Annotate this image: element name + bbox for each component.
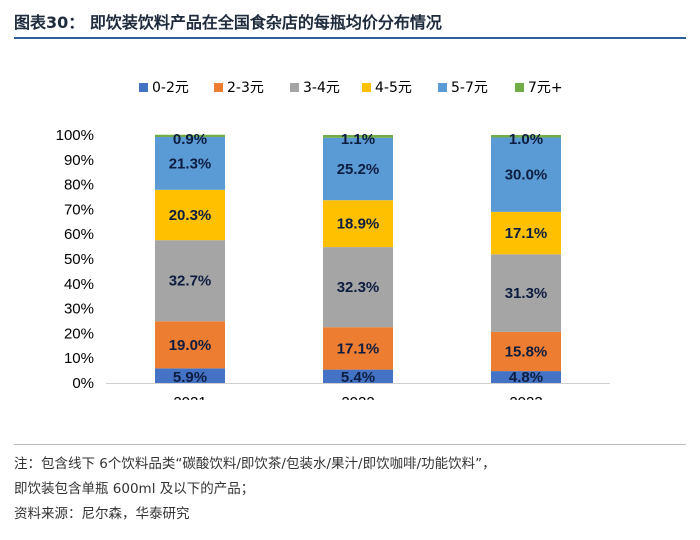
- title-divider: [14, 37, 686, 39]
- y-tick-label-7: 70%: [64, 201, 94, 218]
- bar-2023-5: [491, 135, 561, 138]
- bar-2023-4: [491, 137, 561, 212]
- stacked-bar-chart: 0-2元 2-3元 3-4元 4-5元 5-7元 7元+ 0% 10% 20% 30% 40% 50…: [56, 80, 610, 400]
- y-axis: 0% 10% 20% 30% 40% 50% 60% 70% 80% 90% 100%: [56, 127, 94, 392]
- bar-2021-5: [155, 134, 225, 137]
- data-label-2023-4: 30.0%: [505, 167, 548, 184]
- note-line-1: 注：包含线下 6个饮料品类“碳酸饮料/即饮茶/包装水/果汁/即饮咖啡/功能饮料”…: [14, 456, 496, 472]
- chart-title: 图表30： 即饮装饮料产品在全国食杂店的每瓶均价分布情况: [14, 13, 442, 32]
- y-tick-label-4: 40%: [64, 276, 94, 293]
- y-tick-label-2: 20%: [64, 325, 94, 342]
- y-tick-label-8: 80%: [64, 177, 94, 194]
- x-tick-label-1: 2022: [341, 394, 374, 400]
- data-label-2021-2: 32.7%: [169, 273, 212, 290]
- data-label-2023-1: 15.8%: [505, 344, 548, 361]
- bar-2023-1: [491, 331, 561, 372]
- bar-2023-0: [491, 371, 561, 383]
- bar-2021-3: [155, 189, 225, 241]
- y-tick-label-1: 10%: [64, 350, 94, 367]
- legend-label-3: 4-5元: [375, 80, 412, 96]
- data-label-2022-0: 5.4%: [341, 369, 375, 386]
- y-tick-label-3: 30%: [64, 301, 94, 318]
- data-label-2022-5: 1.1%: [341, 131, 375, 148]
- bar-2022-0: [323, 369, 393, 383]
- y-tick-label-5: 50%: [64, 251, 94, 268]
- data-label-2023-5: 1.0%: [509, 131, 543, 148]
- legend-swatch-3: [362, 83, 371, 92]
- bar-2021-0: [155, 368, 225, 383]
- data-label-2023-2: 31.3%: [505, 285, 548, 302]
- legend: 0-2元 2-3元 3-4元 4-5元 5-7元 7元+: [139, 80, 563, 96]
- y-tick-label-6: 60%: [64, 226, 94, 243]
- x-tick-label-0: 2021: [173, 394, 206, 400]
- source-line: 资料来源：尼尔森，华泰研究: [14, 506, 190, 522]
- data-label-2021-0: 5.9%: [173, 369, 207, 386]
- data-label-2021-5: 0.9%: [173, 131, 207, 148]
- legend-label-1: 2-3元: [227, 80, 264, 96]
- bar-2022-3: [323, 200, 393, 248]
- data-label-2022-4: 25.2%: [337, 161, 380, 178]
- legend-swatch-0: [139, 83, 148, 92]
- y-tick-label-10: 100%: [56, 127, 94, 144]
- y-tick-label-0: 0%: [72, 375, 94, 392]
- bar-2022-5: [323, 135, 393, 138]
- bar-2023-2: [491, 254, 561, 332]
- legend-swatch-5: [515, 83, 524, 92]
- data-label-2021-1: 19.0%: [169, 337, 212, 354]
- legend-swatch-4: [438, 83, 447, 92]
- legend-label-5: 7元+: [528, 80, 563, 96]
- data-label-2023-3: 17.1%: [505, 225, 548, 242]
- x-tick-label-2: 2023: [509, 394, 542, 400]
- note-line-2: 即饮装包含单瓶 600ml 及以下的产品；: [14, 481, 255, 497]
- bar-2023-3: [491, 211, 561, 255]
- data-label-2021-4: 21.3%: [169, 155, 212, 172]
- legend-label-2: 3-4元: [303, 80, 340, 96]
- notes-divider: [14, 444, 686, 445]
- bar-2021-2: [155, 240, 225, 322]
- x-axis: 2021 2022 2023: [106, 383, 610, 400]
- footnotes: 注：包含线下 6个饮料品类“碳酸饮料/即饮茶/包装水/果汁/即饮咖啡/功能饮料”…: [14, 452, 694, 527]
- data-label-2022-2: 32.3%: [337, 279, 380, 296]
- bar-2022-1: [323, 327, 393, 370]
- bar-2021-1: [155, 321, 225, 369]
- y-tick-label-9: 90%: [64, 152, 94, 169]
- bar-2022-4: [323, 137, 393, 201]
- bars: 5.9% 19.0% 32.7% 20.3% 21.3% 0.9% 5.4% 17.1% 32.…: [155, 131, 561, 386]
- bar-2022-2: [323, 247, 393, 328]
- legend-label-4: 5-7元: [451, 80, 488, 96]
- data-label-2023-0: 4.8%: [509, 369, 543, 386]
- legend-swatch-2: [290, 83, 299, 92]
- data-label-2022-3: 18.9%: [337, 216, 380, 233]
- data-label-2022-1: 17.1%: [337, 340, 380, 357]
- bar-2021-4: [155, 136, 225, 190]
- data-label-2021-3: 20.3%: [169, 207, 212, 224]
- legend-label-0: 0-2元: [152, 80, 189, 96]
- legend-swatch-1: [214, 83, 223, 92]
